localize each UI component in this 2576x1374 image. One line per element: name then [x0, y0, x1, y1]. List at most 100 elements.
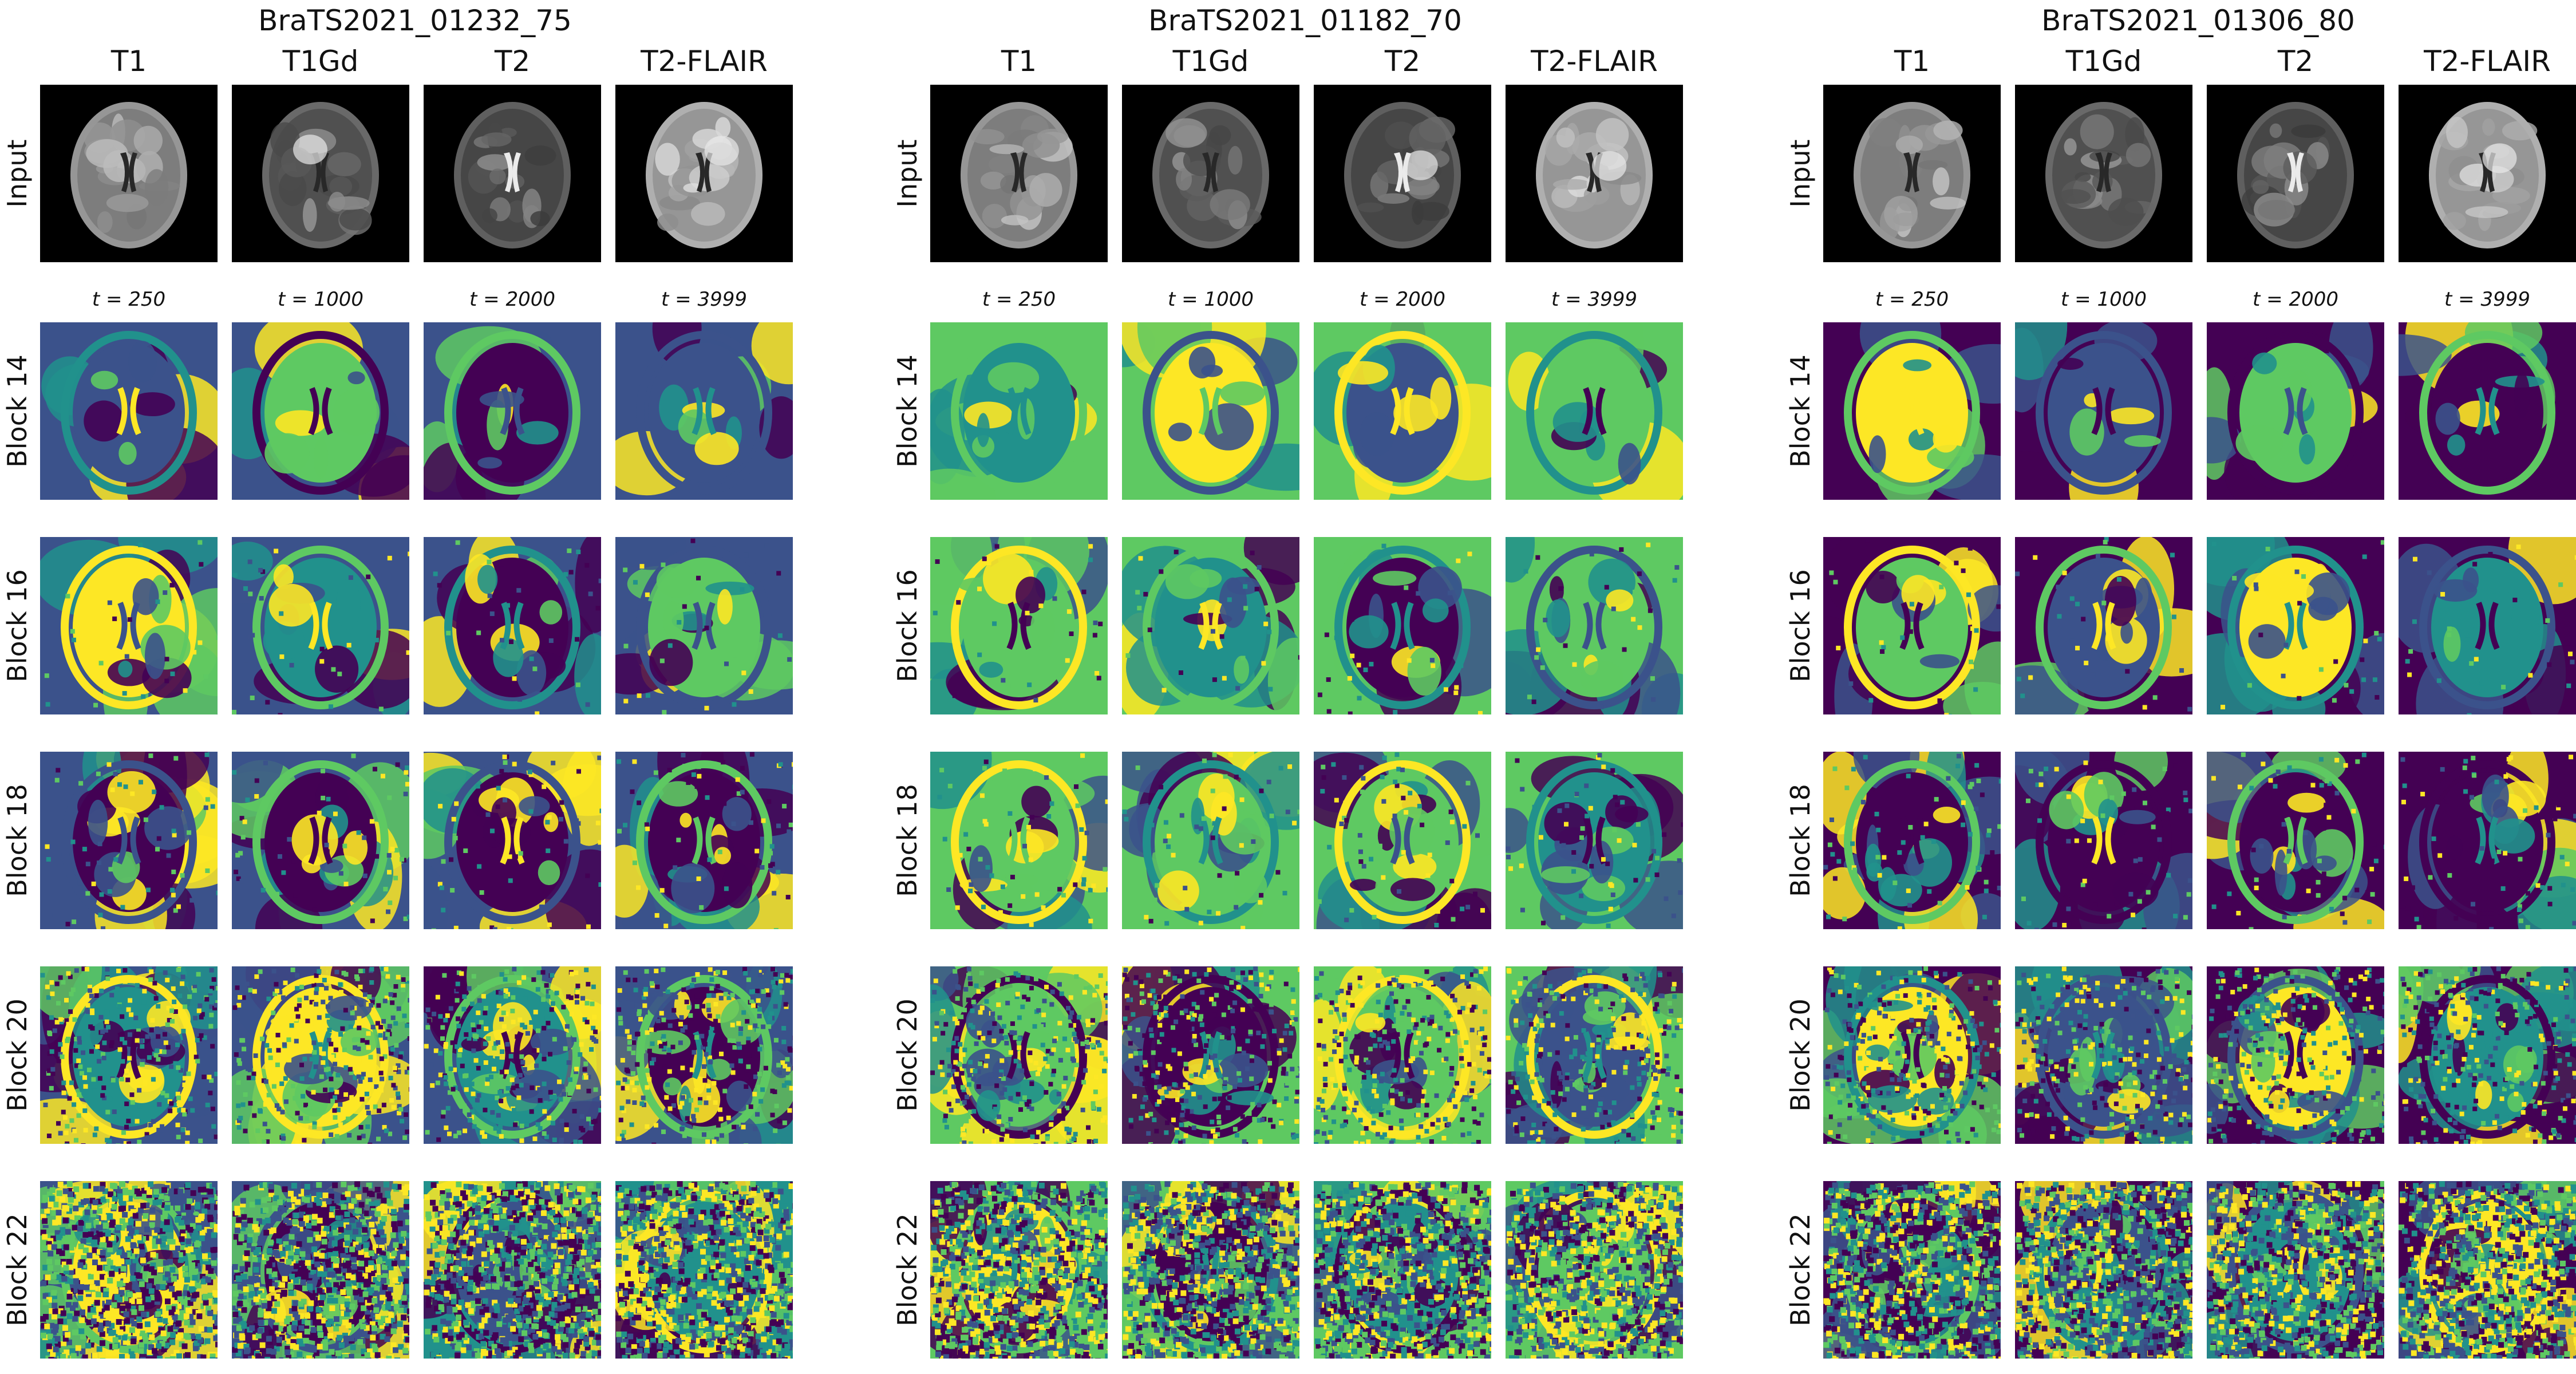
feature-map-image	[1823, 322, 2001, 500]
feature-map-image	[2207, 1181, 2384, 1359]
feature-map-image	[1506, 752, 1683, 929]
feature-map-image	[232, 752, 409, 929]
feature-map-image	[2399, 1181, 2576, 1359]
timestep-label: t = 3999	[2444, 288, 2530, 311]
feature-map-image	[2015, 752, 2192, 929]
block-row-label: Block 18	[1785, 784, 1816, 897]
input-mri-image	[1314, 85, 1491, 262]
block-row-label: Block 16	[2, 569, 33, 682]
timestep-label: t = 2000	[1360, 288, 1445, 311]
timestep-label: t = 250	[1875, 288, 1949, 311]
input-mri-image	[2399, 85, 2576, 262]
input-mri-image	[1506, 85, 1683, 262]
input-mri-image	[930, 85, 1108, 262]
input-row-label: Input	[892, 139, 923, 208]
feature-map-image	[40, 537, 218, 714]
feature-map-image	[1823, 537, 2001, 714]
feature-map-image	[615, 1181, 793, 1359]
feature-map-image	[1314, 752, 1491, 929]
timestep-label: t = 250	[92, 288, 166, 311]
input-mri-image	[1823, 85, 2001, 262]
timestep-label: t = 1000	[278, 288, 364, 311]
feature-map-image	[1314, 1181, 1491, 1359]
subject-group: BraTS2021_01306_80 T1 T1Gd T2 T2-FLAIR Input t…	[1783, 0, 2576, 1374]
block-row-label: Block 20	[1785, 998, 1816, 1112]
feature-map-image	[1506, 966, 1683, 1144]
feature-map-image	[40, 322, 218, 500]
feature-map-image	[1314, 322, 1491, 500]
feature-map-image	[615, 537, 793, 714]
feature-map-image	[1823, 752, 2001, 929]
feature-map-image	[2015, 966, 2192, 1144]
modality-label: T1	[1001, 45, 1037, 78]
feature-map-image	[424, 322, 601, 500]
feature-map-image	[2207, 322, 2384, 500]
modality-label: T2-FLAIR	[2424, 45, 2551, 78]
subject-group: BraTS2021_01232_75 T1 T1Gd T2 T2-FLAIR Input t…	[0, 0, 830, 1374]
block-row-label: Block 16	[892, 569, 923, 682]
timestep-label: t = 2000	[469, 288, 555, 311]
feature-map-image	[2015, 322, 2192, 500]
feature-map-image	[615, 752, 793, 929]
block-row-label: Block 18	[892, 784, 923, 897]
modality-label: T1Gd	[1172, 45, 1249, 78]
subject-group: BraTS2021_01182_70 T1 T1Gd T2 T2-FLAIR Input t…	[890, 0, 1720, 1374]
feature-map-image	[2015, 1181, 2192, 1359]
input-mri-image	[232, 85, 409, 262]
feature-map-image	[1122, 322, 1299, 500]
input-mri-image	[40, 85, 218, 262]
block-row-label: Block 22	[892, 1213, 923, 1326]
block-row-label: Block 22	[1785, 1213, 1816, 1326]
timestep-label: t = 3999	[1551, 288, 1637, 311]
feature-map-image	[615, 322, 793, 500]
feature-map-image	[232, 966, 409, 1144]
input-mri-image	[1122, 85, 1299, 262]
feature-map-image	[1122, 752, 1299, 929]
modality-label: T2	[1384, 45, 1421, 78]
input-mri-image	[615, 85, 793, 262]
feature-map-image	[2207, 752, 2384, 929]
feature-map-image	[930, 966, 1108, 1144]
modality-label: T1Gd	[2065, 45, 2142, 78]
feature-map-image	[424, 1181, 601, 1359]
subject-title: BraTS2021_01306_80	[2041, 4, 2355, 37]
timestep-label: t = 2000	[2253, 288, 2338, 311]
timestep-label: t = 3999	[661, 288, 747, 311]
modality-label: T1	[1894, 45, 1930, 78]
block-row-label: Block 14	[1785, 354, 1816, 468]
feature-map-image	[930, 752, 1108, 929]
modality-label: T1	[110, 45, 147, 78]
timestep-label: t = 1000	[2061, 288, 2147, 311]
block-row-label: Block 16	[1785, 569, 1816, 682]
feature-map-image	[1122, 966, 1299, 1144]
block-row-label: Block 20	[2, 998, 33, 1112]
feature-map-image	[1122, 537, 1299, 714]
feature-map-image	[424, 752, 601, 929]
feature-map-image	[232, 322, 409, 500]
feature-map-image	[40, 966, 218, 1144]
feature-map-image	[232, 1181, 409, 1359]
feature-map-image	[2015, 537, 2192, 714]
subject-title: BraTS2021_01232_75	[258, 4, 572, 37]
feature-map-image	[930, 537, 1108, 714]
feature-map-image	[232, 537, 409, 714]
feature-map-image	[1314, 537, 1491, 714]
feature-map-image	[1314, 966, 1491, 1144]
block-row-label: Block 20	[892, 998, 923, 1112]
feature-map-image	[615, 966, 793, 1144]
feature-map-image	[2207, 966, 2384, 1144]
feature-map-image	[1122, 1181, 1299, 1359]
feature-map-image	[1823, 1181, 2001, 1359]
feature-map-image	[2399, 752, 2576, 929]
feature-map-image	[930, 322, 1108, 500]
feature-map-image	[1506, 322, 1683, 500]
timestep-label: t = 1000	[1168, 288, 1254, 311]
feature-map-image	[2399, 322, 2576, 500]
input-row-label: Input	[2, 139, 33, 208]
timestep-label: t = 250	[982, 288, 1056, 311]
modality-label: T2-FLAIR	[641, 45, 768, 78]
block-row-label: Block 22	[2, 1213, 33, 1326]
feature-map-image	[40, 752, 218, 929]
feature-map-image	[424, 966, 601, 1144]
block-row-label: Block 14	[892, 354, 923, 468]
